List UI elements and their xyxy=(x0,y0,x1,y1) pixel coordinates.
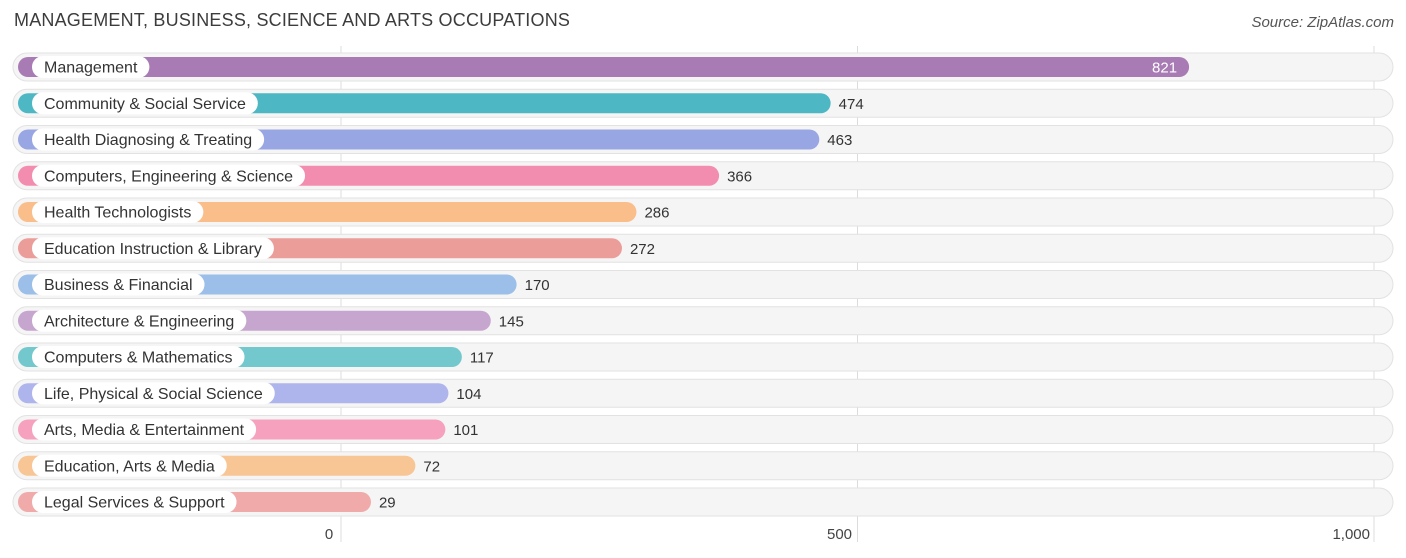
category-label: Education, Arts & Media xyxy=(44,458,215,475)
bar-row: Computers, Engineering & Science 366 xyxy=(12,161,1394,191)
label-pill xyxy=(32,491,237,513)
x-tick-label: 500 xyxy=(827,526,852,543)
bar-row: Arts, Media & Entertainment 101 xyxy=(12,415,1394,444)
x-axis-ticks: 0 500 1,000 xyxy=(325,526,1370,543)
label-pill xyxy=(32,309,247,332)
value-label: 366 xyxy=(727,168,752,185)
label-pill xyxy=(32,128,265,151)
category-label: Health Diagnosing & Treating xyxy=(44,132,252,149)
value-label: 463 xyxy=(827,132,852,149)
bar-row: Community & Social Service 474 xyxy=(12,88,1394,118)
value-label: 104 xyxy=(456,386,481,403)
bar-row: Health Diagnosing & Treating 463 xyxy=(12,125,1394,154)
category-label: Computers, Engineering & Science xyxy=(44,168,293,185)
label-pill xyxy=(32,56,150,78)
label-pill xyxy=(32,346,245,368)
bar-row: Education, Arts & Media 72 xyxy=(12,451,1394,481)
value-label: 117 xyxy=(470,350,494,367)
label-pill xyxy=(32,92,258,115)
bar-rows: Management 821 Community & Social Service 4… xyxy=(12,52,1394,517)
category-label: Computers & Mathematics xyxy=(44,350,233,367)
value-label: 29 xyxy=(379,495,396,512)
value-label: 474 xyxy=(839,96,864,113)
label-pill xyxy=(32,237,274,260)
source-note: Source: ZipAtlas.com xyxy=(1251,14,1394,31)
label-pill xyxy=(32,418,257,441)
x-tick-label: 0 xyxy=(325,526,333,543)
category-label: Management xyxy=(44,60,138,77)
bar-row: Management 821 xyxy=(12,52,1394,82)
label-pill xyxy=(32,273,205,296)
bar-row: Life, Physical & Social Science 104 xyxy=(12,378,1394,408)
chart-title: MANAGEMENT, BUSINESS, SCIENCE AND ARTS O… xyxy=(14,10,571,30)
value-label: 170 xyxy=(525,277,550,294)
bar-row: Business & Financial 170 xyxy=(12,270,1394,299)
bar-row: Education Instruction & Library 272 xyxy=(12,233,1394,263)
value-label: 286 xyxy=(644,205,669,222)
bar-row: Legal Services & Support 29 xyxy=(12,487,1394,517)
category-label: Health Technologists xyxy=(44,205,191,222)
category-label: Architecture & Engineering xyxy=(44,313,234,330)
category-label: Business & Financial xyxy=(44,277,193,294)
category-label: Education Instruction & Library xyxy=(44,241,262,258)
bar-row: Health Technologists 286 xyxy=(12,197,1394,227)
value-label: 821 xyxy=(1152,60,1177,77)
value-label: 145 xyxy=(499,313,524,330)
label-pill xyxy=(32,201,204,223)
label-pill xyxy=(32,382,275,405)
category-label: Life, Physical & Social Science xyxy=(44,386,263,403)
value-label: 101 xyxy=(453,422,478,439)
label-pill xyxy=(32,164,306,187)
category-label: Community & Social Service xyxy=(44,96,246,113)
category-label: Arts, Media & Entertainment xyxy=(44,422,245,439)
bar xyxy=(18,57,1190,77)
bar-row: Architecture & Engineering 145 xyxy=(12,306,1394,336)
value-label: 272 xyxy=(630,241,655,258)
label-pill xyxy=(32,454,227,477)
category-label: Legal Services & Support xyxy=(44,495,225,512)
value-label: 72 xyxy=(423,458,440,475)
bar-row: Computers & Mathematics 117 xyxy=(12,342,1394,372)
x-tick-label: 1,000 xyxy=(1332,526,1370,543)
